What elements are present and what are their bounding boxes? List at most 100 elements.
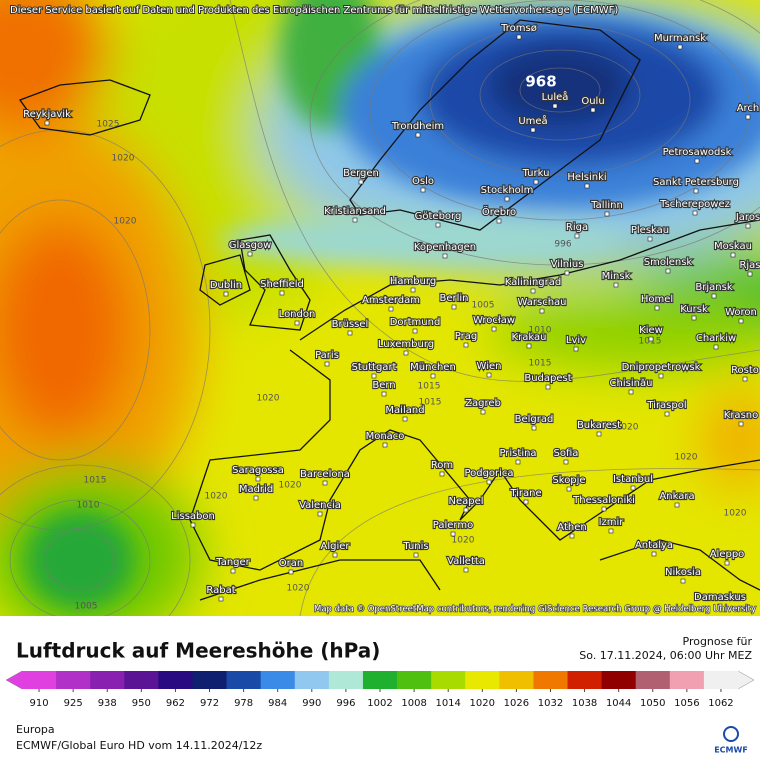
city-label: Riga bbox=[566, 222, 588, 233]
city-marker bbox=[590, 107, 596, 113]
city-marker bbox=[530, 127, 536, 133]
city-marker bbox=[604, 211, 610, 217]
forecast-time: So. 17.11.2024, 06:00 Uhr MEZ bbox=[579, 649, 752, 662]
city-marker bbox=[711, 293, 717, 299]
city-label: Pristina bbox=[499, 448, 536, 459]
city-marker bbox=[358, 179, 364, 185]
city-marker bbox=[324, 361, 330, 367]
city-marker bbox=[44, 120, 50, 126]
colorbar-label: 996 bbox=[336, 698, 355, 709]
city-marker bbox=[230, 568, 236, 574]
city-marker bbox=[651, 551, 657, 557]
city-marker bbox=[247, 251, 253, 257]
city-label: Ankara bbox=[659, 491, 694, 502]
isobar-label: 1005 bbox=[472, 301, 495, 311]
city-label: Barcelona bbox=[300, 469, 350, 480]
city-label: Rosto bbox=[731, 365, 759, 376]
city-marker bbox=[279, 290, 285, 296]
city-label: Stockholm bbox=[481, 185, 534, 196]
city-marker bbox=[223, 291, 229, 297]
city-marker bbox=[403, 350, 409, 356]
city-marker bbox=[388, 306, 394, 312]
city-marker bbox=[523, 499, 529, 505]
city-label: Kopenhagen bbox=[414, 242, 476, 253]
city-marker bbox=[255, 476, 261, 482]
attribution: Map data © OpenStreetMap contributors, r… bbox=[314, 605, 756, 615]
isobar-label: 1020 bbox=[257, 394, 280, 404]
city-label: Wien bbox=[477, 361, 502, 372]
city-label: Moskau bbox=[714, 241, 752, 252]
city-label: Palermo bbox=[433, 520, 473, 531]
isobar-label: 1020 bbox=[675, 453, 698, 463]
colorbar-swatch bbox=[158, 671, 193, 689]
forecast-label: Prognose für bbox=[683, 635, 753, 648]
city-label: Pleskau bbox=[631, 225, 669, 236]
city-label: Woron bbox=[725, 307, 757, 318]
city-marker bbox=[596, 431, 602, 437]
city-label: Kursk bbox=[680, 304, 708, 315]
colorbar-label: 962 bbox=[166, 698, 185, 709]
colorbar-label: 1038 bbox=[572, 698, 597, 709]
colorbar-label: 925 bbox=[64, 698, 83, 709]
logo: ECMWF bbox=[714, 746, 748, 755]
city-label: Lissabon bbox=[171, 511, 215, 522]
colorbar-swatch bbox=[362, 671, 398, 689]
isobar-label: 1015 bbox=[84, 476, 107, 486]
city-label: Vilnius bbox=[551, 259, 584, 270]
city-marker bbox=[566, 486, 572, 492]
city-marker bbox=[382, 442, 388, 448]
colorbar-label: 910 bbox=[30, 698, 49, 709]
colorbar-swatch bbox=[533, 671, 569, 689]
city-marker bbox=[674, 502, 680, 508]
city-label: Nikosia bbox=[665, 567, 701, 578]
city-label: Tanger bbox=[215, 557, 250, 568]
city-marker bbox=[430, 373, 436, 379]
isobar-label: 1020 bbox=[279, 481, 302, 491]
city-marker bbox=[322, 480, 328, 486]
city-marker bbox=[294, 320, 300, 326]
city-label: Oslo bbox=[412, 176, 434, 187]
isobar-label: 1010 bbox=[529, 326, 552, 336]
colorbar-label: 978 bbox=[234, 698, 253, 709]
city-label: Örebro bbox=[482, 205, 516, 218]
colorbar-swatch bbox=[397, 671, 432, 689]
city-marker bbox=[569, 533, 575, 539]
city-marker bbox=[435, 222, 441, 228]
city-label: Tirane bbox=[509, 488, 541, 499]
city-label: London bbox=[279, 309, 316, 320]
city-label: Kaliningrad bbox=[505, 277, 561, 288]
city-label: Damaskus bbox=[694, 592, 746, 603]
city-label: Skopje bbox=[552, 475, 585, 486]
city-label: Rom bbox=[431, 460, 453, 471]
city-label: Budapest bbox=[524, 373, 571, 384]
colorbar-swatch bbox=[499, 671, 534, 689]
city-label: Charkiw bbox=[696, 333, 736, 344]
city-label: Sankt Petersburg bbox=[653, 177, 739, 188]
city-marker bbox=[574, 233, 580, 239]
city-marker bbox=[545, 384, 551, 390]
isobar-label: 1020 bbox=[616, 423, 639, 433]
city-label: Brjansk bbox=[695, 282, 732, 293]
city-marker bbox=[352, 217, 358, 223]
city-marker bbox=[584, 183, 590, 189]
city-label: Luxemburg bbox=[378, 339, 434, 350]
colorbar-label: 1032 bbox=[538, 698, 563, 709]
colorbar-arrow-right bbox=[737, 670, 755, 690]
city-marker bbox=[531, 425, 537, 431]
city-label: Kristiansand bbox=[324, 206, 386, 217]
city-marker bbox=[463, 507, 469, 513]
city-marker bbox=[664, 411, 670, 417]
colorbar-swatch bbox=[431, 671, 466, 689]
city-marker bbox=[564, 270, 570, 276]
city-label: Homel bbox=[641, 294, 673, 305]
city-marker bbox=[648, 336, 654, 342]
city-marker bbox=[742, 376, 748, 382]
city-label: Stuttgart bbox=[352, 362, 397, 373]
isobar-label: 968 bbox=[525, 73, 556, 91]
city-label: Chisinău bbox=[610, 378, 653, 389]
city-marker bbox=[480, 409, 486, 415]
isobar-label: 1015 bbox=[418, 382, 441, 392]
city-label: Amsterdam bbox=[362, 295, 420, 306]
isobar-label: 996 bbox=[554, 240, 571, 250]
colorbar-swatch bbox=[56, 671, 91, 689]
